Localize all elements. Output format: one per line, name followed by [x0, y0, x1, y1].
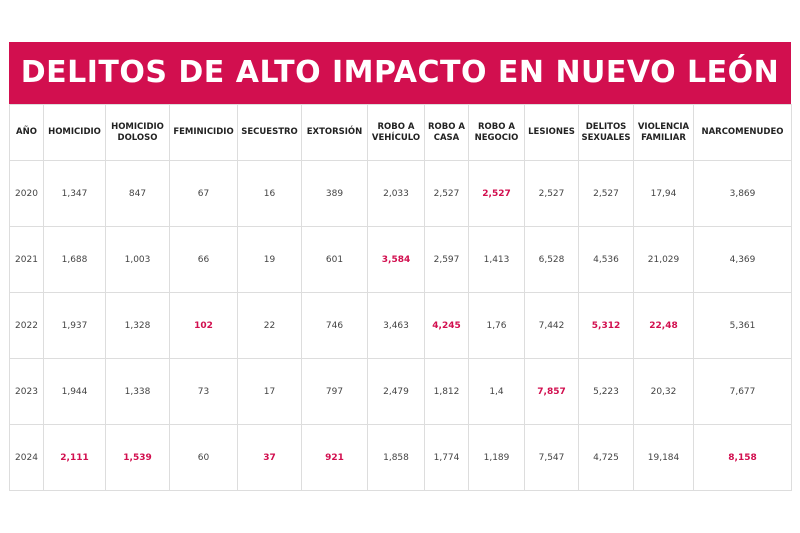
value-cell: 2,527: [468, 160, 525, 227]
header-row: AÑO HOMICIDIO HOMICIDIO DOLOSO FEMINICIDIO S…: [9, 104, 792, 161]
value-cell: 1,189: [468, 424, 525, 491]
column-header: SECUESTRO: [237, 104, 302, 161]
value-cell: 2,479: [367, 358, 425, 425]
value-cell: 4,245: [424, 292, 469, 359]
value-cell: 4,725: [578, 424, 634, 491]
value-cell: 1,774: [424, 424, 469, 491]
value-cell: 1,413: [468, 226, 525, 293]
column-header: DELITOS SEXUALES: [578, 104, 634, 161]
value-cell: 5,312: [578, 292, 634, 359]
table-row: 2021 1,688 1,003 66 19 601 3,584 2,597 1,413 6,52…: [9, 226, 792, 293]
year-cell: 2023: [9, 358, 44, 425]
value-cell: 19: [237, 226, 302, 293]
value-cell: 1,4: [468, 358, 525, 425]
value-cell: 921: [301, 424, 368, 491]
value-cell: 2,527: [524, 160, 579, 227]
value-cell: 102: [169, 292, 238, 359]
value-cell: 1,338: [105, 358, 170, 425]
column-header: FEMINICIDIO: [169, 104, 238, 161]
value-cell: 66: [169, 226, 238, 293]
value-cell: 1,812: [424, 358, 469, 425]
value-cell: 3,869: [693, 160, 792, 227]
column-header: EXTORSIÓN: [301, 104, 368, 161]
value-cell: 67: [169, 160, 238, 227]
value-cell: 1,858: [367, 424, 425, 491]
value-cell: 60: [169, 424, 238, 491]
value-cell: 5,361: [693, 292, 792, 359]
column-header: HOMICIDIO DOLOSO: [105, 104, 170, 161]
value-cell: 17: [237, 358, 302, 425]
value-cell: 601: [301, 226, 368, 293]
value-cell: 21,029: [633, 226, 694, 293]
value-cell: 2,033: [367, 160, 425, 227]
value-cell: 3,584: [367, 226, 425, 293]
value-cell: 4,369: [693, 226, 792, 293]
value-cell: 847: [105, 160, 170, 227]
year-cell: 2024: [9, 424, 44, 491]
column-header: VIOLENCIA FAMILIAR: [633, 104, 694, 161]
table-row: 2022 1,937 1,328 102 22 746 3,463 4,245 1,76 7,44…: [9, 292, 792, 359]
column-header: ROBO A NEGOCIO: [468, 104, 525, 161]
value-cell: 1,347: [43, 160, 106, 227]
value-cell: 1,539: [105, 424, 170, 491]
year-cell: 2022: [9, 292, 44, 359]
value-cell: 2,597: [424, 226, 469, 293]
table: AÑO HOMICIDIO HOMICIDIO DOLOSO FEMINICIDIO S…: [9, 104, 792, 491]
value-cell: 7,677: [693, 358, 792, 425]
column-header: NARCOMENUDEO: [693, 104, 792, 161]
value-cell: 16: [237, 160, 302, 227]
table-row: 2023 1,944 1,338 73 17 797 2,479 1,812 1,4 7,857 5…: [9, 358, 792, 425]
year-cell: 2020: [9, 160, 44, 227]
value-cell: 17,94: [633, 160, 694, 227]
value-cell: 389: [301, 160, 368, 227]
column-header: ROBO A VEHÍCULO: [367, 104, 425, 161]
value-cell: 3,463: [367, 292, 425, 359]
table-header: AÑO HOMICIDIO HOMICIDIO DOLOSO FEMINICIDIO S…: [9, 104, 792, 161]
value-cell: 7,547: [524, 424, 579, 491]
column-header: LESIONES: [524, 104, 579, 161]
value-cell: 5,223: [578, 358, 634, 425]
value-cell: 7,857: [524, 358, 579, 425]
value-cell: 19,184: [633, 424, 694, 491]
value-cell: 7,442: [524, 292, 579, 359]
value-cell: 1,944: [43, 358, 106, 425]
value-cell: 2,527: [578, 160, 634, 227]
value-cell: 1,937: [43, 292, 106, 359]
title: DELITOS DE ALTO IMPACTO EN NUEVO LEÓN: [9, 42, 791, 104]
value-cell: 1,76: [468, 292, 525, 359]
value-cell: 2,111: [43, 424, 106, 491]
value-cell: 797: [301, 358, 368, 425]
column-header: HOMICIDIO: [43, 104, 106, 161]
value-cell: 1,328: [105, 292, 170, 359]
value-cell: 37: [237, 424, 302, 491]
column-header: ROBO A CASA: [424, 104, 469, 161]
value-cell: 22: [237, 292, 302, 359]
value-cell: 8,158: [693, 424, 792, 491]
value-cell: 6,528: [524, 226, 579, 293]
value-cell: 73: [169, 358, 238, 425]
value-cell: 1,003: [105, 226, 170, 293]
value-cell: 4,536: [578, 226, 634, 293]
value-cell: 20,32: [633, 358, 694, 425]
infographic: DELITOS DE ALTO IMPACTO EN NUEVO LEÓN AÑ…: [9, 42, 792, 491]
column-header: AÑO: [9, 104, 44, 161]
year-cell: 2021: [9, 226, 44, 293]
value-cell: 2,527: [424, 160, 469, 227]
table-body: 2020 1,347 847 67 16 389 2,033 2,527 2,527 2,527 2…: [9, 160, 792, 491]
value-cell: 22,48: [633, 292, 694, 359]
table-row: 2020 1,347 847 67 16 389 2,033 2,527 2,527 2,527 2…: [9, 160, 792, 227]
value-cell: 746: [301, 292, 368, 359]
value-cell: 1,688: [43, 226, 106, 293]
table-row: 2024 2,111 1,539 60 37 921 1,858 1,774 1,189 7,54…: [9, 424, 792, 491]
